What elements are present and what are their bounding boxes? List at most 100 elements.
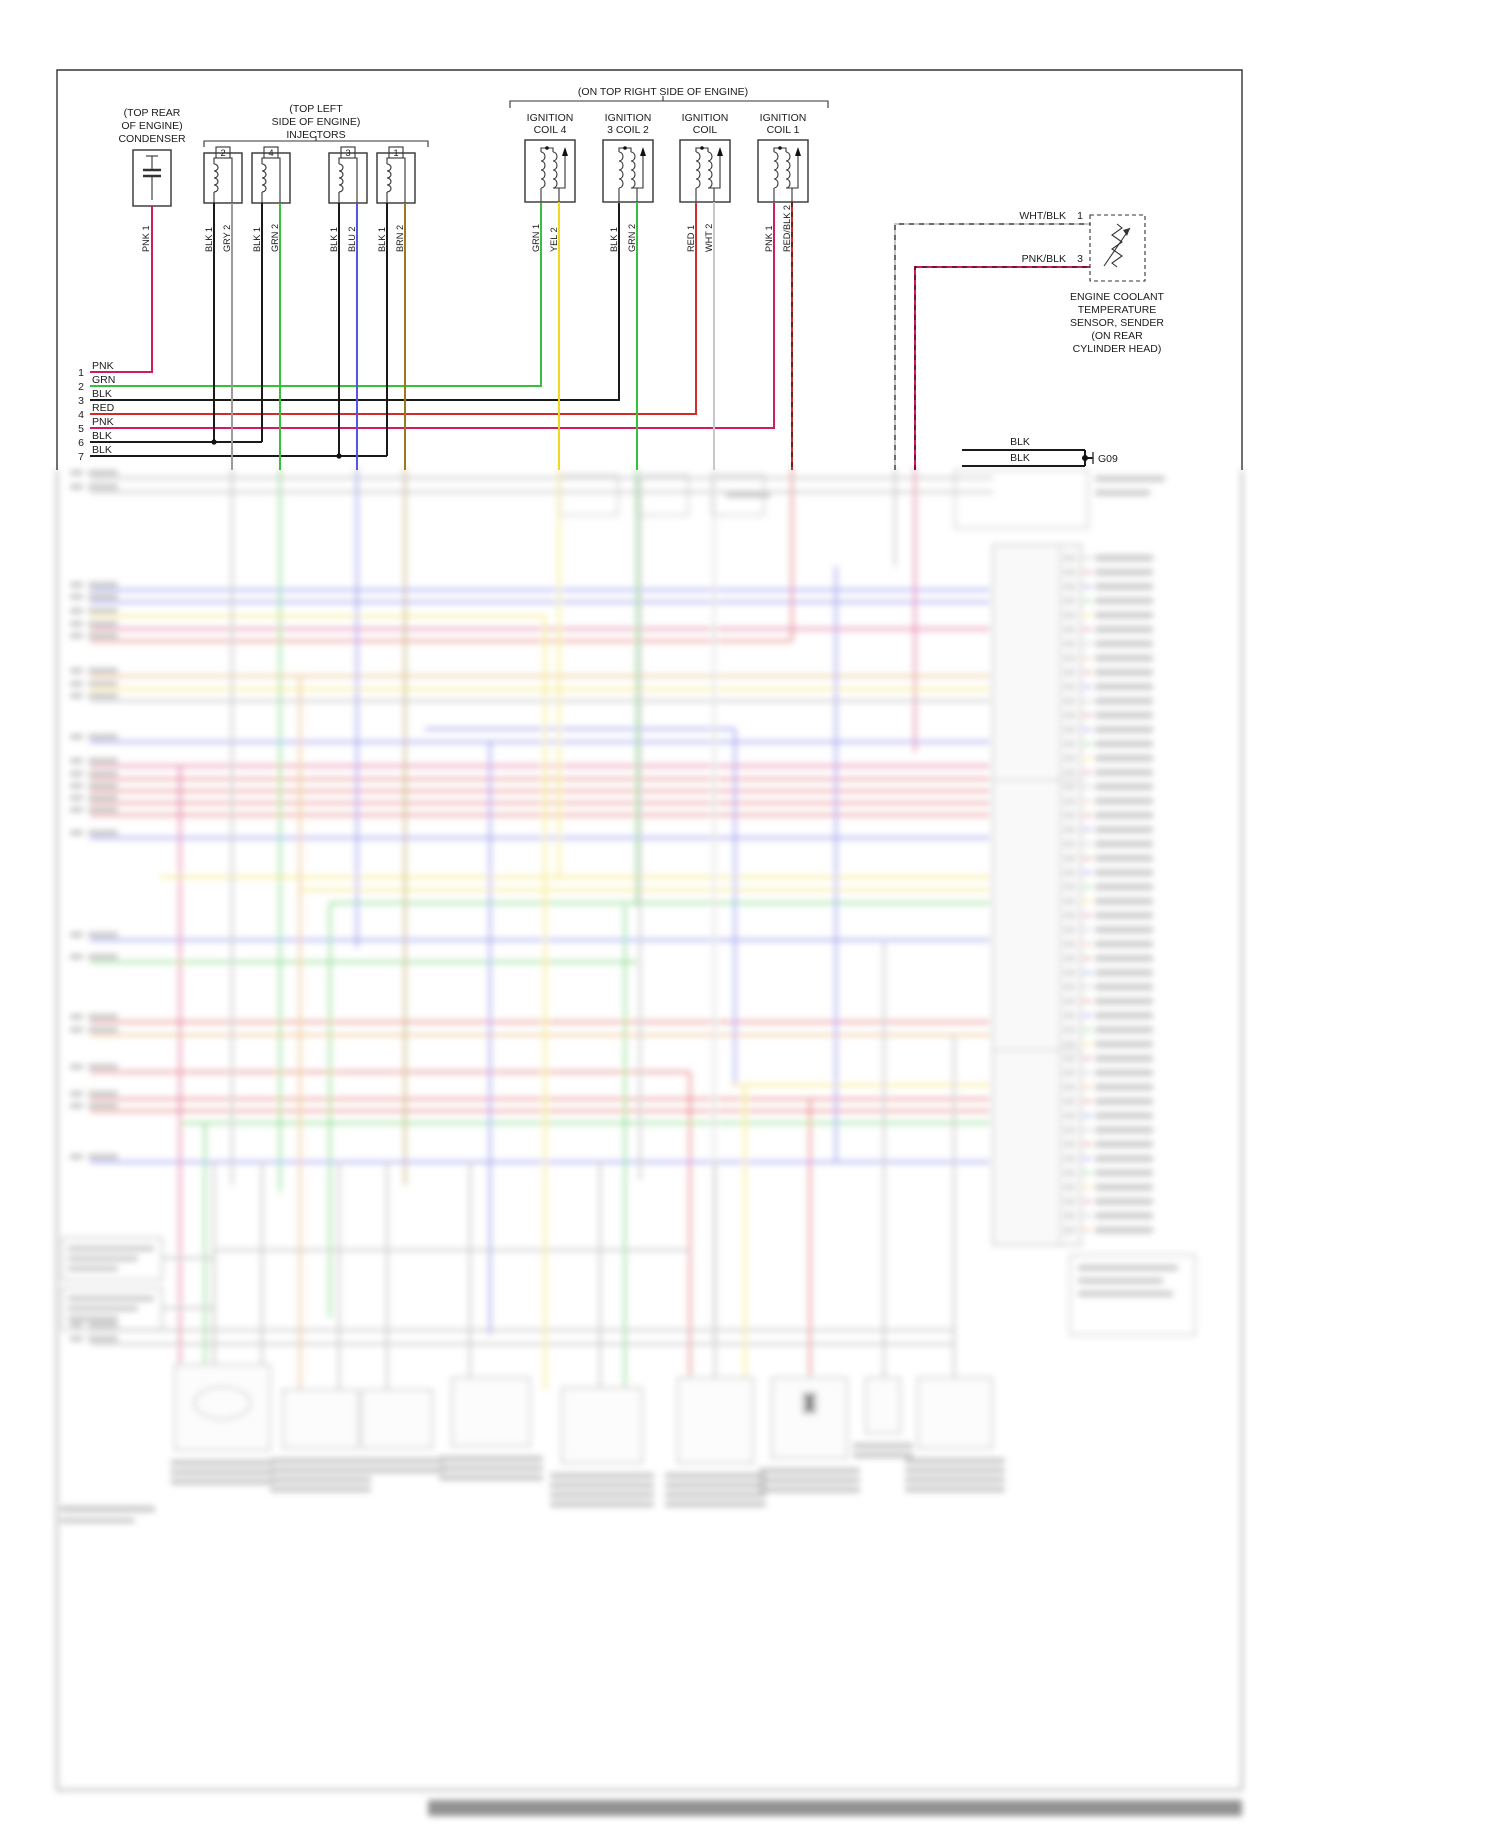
ground-label: G09 xyxy=(1098,453,1118,465)
blur-shape xyxy=(1095,1041,1153,1048)
blur-shape xyxy=(1063,855,1076,862)
blur-shape xyxy=(1063,969,1076,976)
wires xyxy=(90,202,793,470)
ect-caption-5: CYLINDER HEAD) xyxy=(1073,343,1162,355)
blur-shape xyxy=(70,693,83,699)
row-4-label: RED xyxy=(92,402,115,414)
coil-name-1: IGNITION xyxy=(682,112,729,124)
injector-2-number: 2 xyxy=(220,148,225,158)
blur-shape xyxy=(905,1486,1005,1492)
injector-4-pin2-label: GRN 2 xyxy=(270,224,280,252)
blur-shape xyxy=(1069,1254,1196,1336)
blur-shape xyxy=(1063,898,1076,905)
row-5-label: PNK xyxy=(92,416,114,428)
blur-shape xyxy=(1063,926,1076,933)
injector-coil-symbol xyxy=(338,157,358,203)
blur-shape xyxy=(1063,1169,1076,1176)
blur-shape xyxy=(68,1316,118,1321)
ignition-coil-4: IGNITION COIL 4 GRN 1 YEL 2 xyxy=(524,112,576,252)
blur-shape xyxy=(550,1482,654,1488)
blur-shape xyxy=(70,1064,83,1070)
blur-shape xyxy=(1063,740,1076,747)
blur-shape xyxy=(70,608,83,614)
blur-shape xyxy=(853,1452,913,1458)
blur-shape xyxy=(1095,1127,1153,1133)
blur-shape xyxy=(1063,655,1076,662)
top-right-bracket xyxy=(509,96,829,108)
blur-shape xyxy=(1063,1141,1076,1148)
injector-coil-symbol xyxy=(213,157,233,203)
blur-shape xyxy=(361,1389,433,1449)
blur-shape xyxy=(70,771,83,777)
ignition-coil: IGNITION COIL RED 1 WHT 2 xyxy=(679,112,731,252)
blur-shape xyxy=(88,1154,118,1160)
coil-symbol xyxy=(618,147,644,202)
blur-shape xyxy=(88,582,118,588)
blur-shape xyxy=(1095,683,1153,690)
blur-shape xyxy=(70,621,83,627)
injectors-bracket xyxy=(203,136,429,147)
blur-shape xyxy=(270,1477,371,1483)
injector-4-number: 4 xyxy=(268,148,273,158)
blur-shape xyxy=(802,1392,817,1414)
blur-shape xyxy=(68,1266,118,1271)
blur-shape xyxy=(1095,640,1153,647)
row-3-label: BLK xyxy=(92,388,112,400)
blur-shape xyxy=(1095,597,1153,604)
blur-shape xyxy=(1095,1184,1153,1191)
blur-shape xyxy=(1078,1291,1173,1297)
blur-shape xyxy=(665,1492,766,1498)
blur-shape xyxy=(1095,1141,1153,1148)
blur-shape xyxy=(70,633,83,639)
injector-coil-symbol xyxy=(386,157,406,203)
blur-shape xyxy=(68,1246,154,1251)
blur-shape xyxy=(1063,769,1076,776)
blur-shape xyxy=(905,1458,1005,1464)
frame xyxy=(56,69,1243,470)
injector-3-pin1-label: BLK 1 xyxy=(329,227,339,252)
coil-symbol xyxy=(773,147,799,202)
resistor-symbol xyxy=(1111,223,1123,268)
blur-shape xyxy=(88,1091,118,1097)
blur-shape xyxy=(1063,1026,1076,1033)
ground-wire-1-label: BLK xyxy=(1010,436,1030,448)
condenser-pin-label: PNK 1 xyxy=(141,225,151,252)
ect-pin-top: 1 xyxy=(1077,210,1083,222)
left-wire-rows: 1 PNK 2 GRN 3 BLK 4 RED 5 PNK 6 BLK 7 BL… xyxy=(78,360,115,463)
row-3-num: 3 xyxy=(78,395,84,407)
ect-sensor-box xyxy=(1089,214,1146,282)
blur-shape xyxy=(1078,1265,1178,1271)
blur-shape xyxy=(1095,655,1153,662)
blur-shape xyxy=(88,954,118,960)
blur-shape xyxy=(1095,490,1150,496)
blur-shape xyxy=(439,1456,543,1462)
blur-shape xyxy=(759,1477,860,1483)
blur-shape xyxy=(726,492,770,498)
injectors-label-1: (TOP LEFT xyxy=(289,103,343,115)
ect-caption-4: (ON REAR xyxy=(1091,330,1143,342)
coil-name-2: COIL xyxy=(693,124,718,136)
blur-shape xyxy=(1063,955,1076,962)
blur-shape xyxy=(70,734,83,740)
blur-shape xyxy=(88,771,118,777)
blur-shape xyxy=(550,1492,654,1498)
blur-shape xyxy=(1063,612,1076,619)
coil-1-name-2: COIL 1 xyxy=(767,124,800,136)
blur-shape xyxy=(853,1443,913,1449)
injector-3-number: 3 xyxy=(345,148,350,158)
blur-shape xyxy=(70,1103,83,1109)
blur-shape xyxy=(88,470,118,476)
blur-shape xyxy=(88,484,118,490)
blur-shape xyxy=(428,1800,1242,1816)
blur-shape xyxy=(1095,969,1153,976)
blur-shape xyxy=(70,582,83,588)
blur-shape xyxy=(1095,1198,1153,1205)
blur-shape xyxy=(1063,783,1076,790)
blur-shape xyxy=(1063,1184,1076,1191)
ground-g09: BLK BLK G09 xyxy=(962,436,1118,467)
coil-32-pin1-label: BLK 1 xyxy=(609,227,619,252)
blur-shape xyxy=(349,1458,445,1464)
coil-4-name-1: IGNITION xyxy=(527,112,574,124)
condenser-label-1: (TOP REAR xyxy=(124,107,181,119)
